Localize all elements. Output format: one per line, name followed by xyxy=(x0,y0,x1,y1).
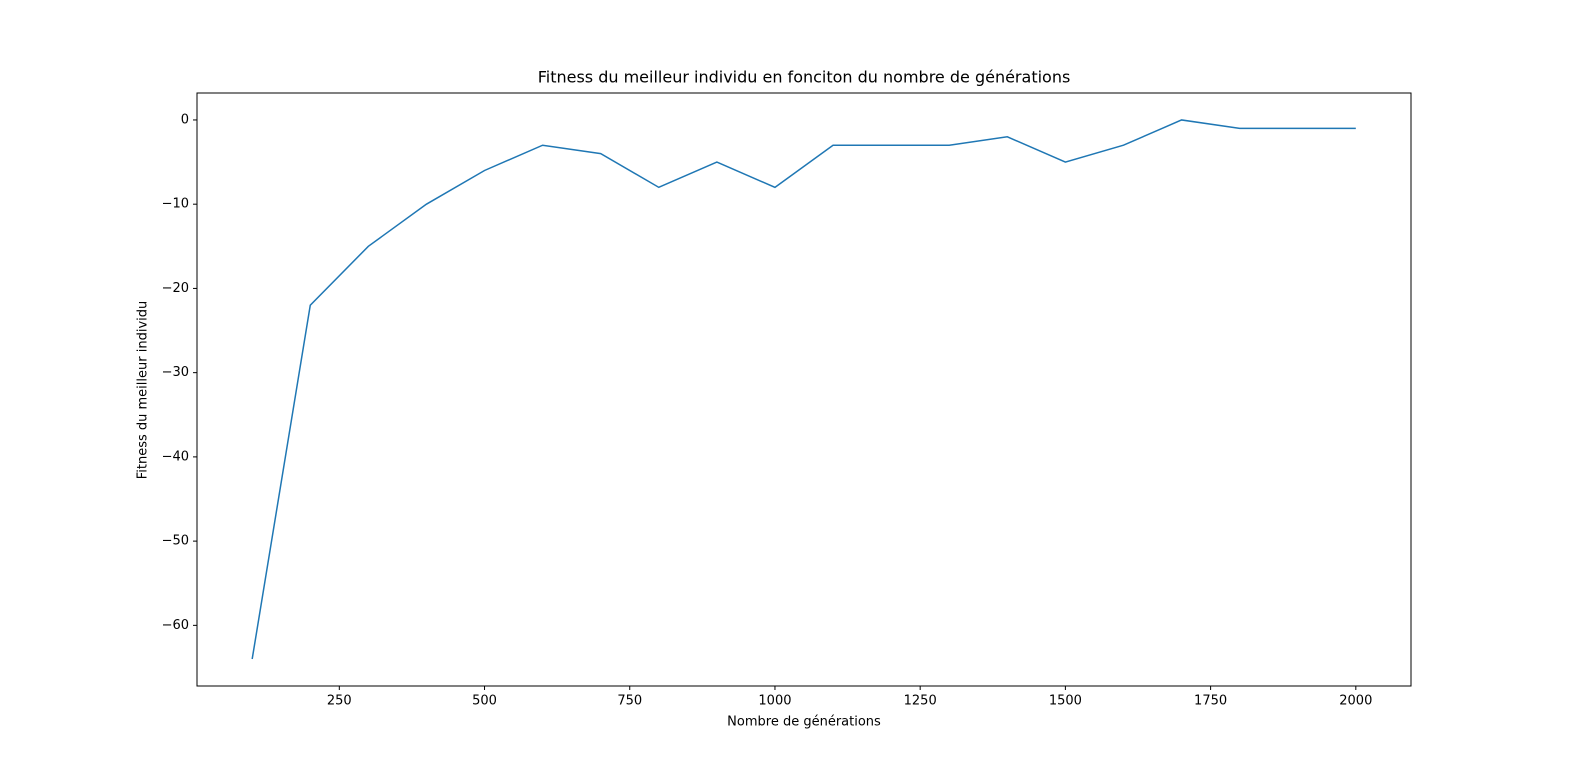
y-tick-label: −50 xyxy=(162,534,189,549)
x-tick-label: 1000 xyxy=(758,694,791,709)
x-tick-label: 2000 xyxy=(1339,694,1372,709)
x-tick-label: 1750 xyxy=(1194,694,1227,709)
x-tick-label: 1500 xyxy=(1049,694,1082,709)
line-series xyxy=(251,119,1356,660)
x-tick-label: 1250 xyxy=(904,694,937,709)
y-tick-label: −60 xyxy=(162,618,189,633)
y-tick-label: −40 xyxy=(162,449,189,464)
chart-title: Fitness du meilleur individu en fonciton… xyxy=(538,68,1071,87)
y-tick-label: −20 xyxy=(162,281,189,296)
x-tick-label: 250 xyxy=(327,694,352,709)
x-axis-label: Nombre de générations xyxy=(727,715,881,730)
y-tick-label: −10 xyxy=(162,197,189,212)
plot-frame xyxy=(196,92,1412,687)
x-tick-label: 500 xyxy=(472,694,497,709)
y-axis-label: Fitness du meilleur individu xyxy=(136,301,151,480)
y-tick-label: −30 xyxy=(162,365,189,380)
x-tick-label: 750 xyxy=(617,694,642,709)
y-tick-label: 0 xyxy=(181,112,189,127)
